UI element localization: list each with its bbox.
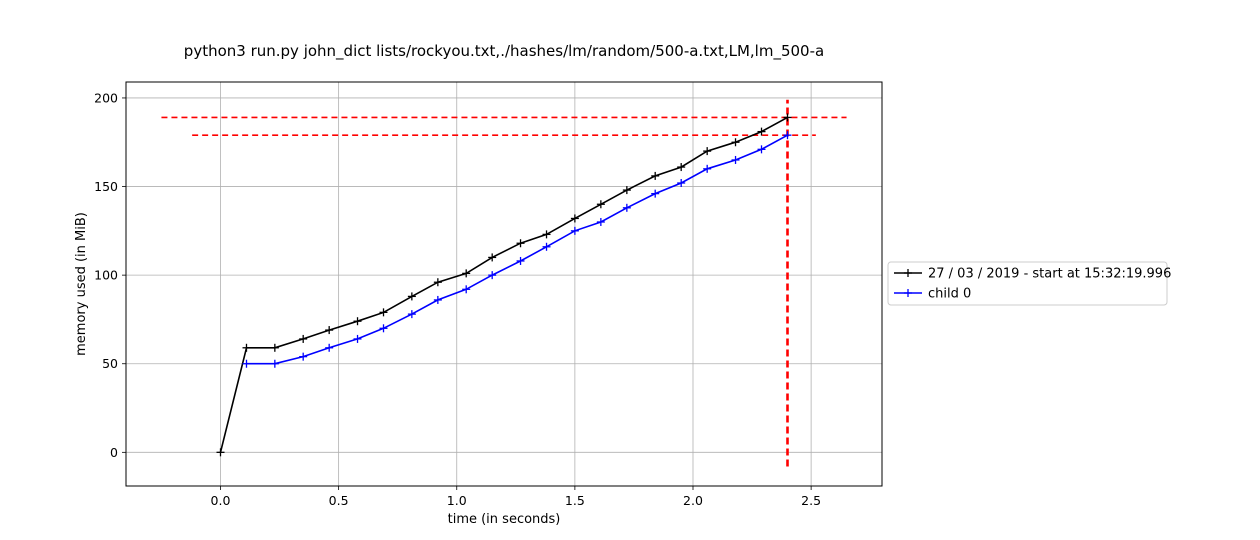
data-point: [651, 189, 660, 198]
data-point: [353, 317, 362, 326]
reference-lines: [161, 99, 847, 467]
legend-frame: [887, 261, 1168, 306]
x-tick-label: 1.0: [447, 493, 467, 508]
data-point: [731, 155, 740, 164]
legend: 27 / 03 / 2019 - start at 15:32:19.996 ch…: [887, 261, 1171, 306]
data-point: [542, 242, 551, 251]
data-point: [757, 145, 766, 154]
data-point: [299, 352, 308, 361]
y-tick-label: 0: [110, 445, 118, 460]
data-point: [379, 324, 388, 333]
data-point: [570, 226, 579, 235]
y-tick-label: 100: [94, 268, 118, 283]
data-point: [270, 343, 279, 352]
grid: [126, 82, 882, 486]
data-point: [407, 292, 416, 301]
series-line-0: [219, 116, 788, 453]
data-point: [703, 164, 712, 173]
data-point: [488, 271, 497, 280]
x-tick-label: 0.0: [211, 493, 231, 508]
x-tick-label: 0.5: [329, 493, 349, 508]
data-point: [299, 334, 308, 343]
legend-label: 27 / 03 / 2019 - start at 15:32:19.996: [928, 267, 1171, 282]
data-point: [242, 343, 251, 352]
x-tick-label: 2.0: [683, 493, 703, 508]
data-point: [407, 310, 416, 319]
data-point: [570, 214, 579, 223]
data-point: [433, 295, 442, 304]
data-point: [325, 343, 334, 352]
data-point: [462, 285, 471, 294]
data-point: [596, 200, 605, 209]
data-point: [433, 278, 442, 287]
data-point: [516, 256, 525, 265]
x-axis-label: time (in seconds): [448, 512, 561, 527]
data-point: [596, 217, 605, 226]
series-layer: [216, 113, 792, 457]
data-point: [757, 127, 766, 136]
x-tick-label: 2.5: [801, 493, 821, 508]
data-point: [677, 179, 686, 187]
data-point: [622, 203, 631, 212]
data-point: [783, 131, 792, 140]
axis-ticks: 0.0 0.5 1.0 1.5 2.0 2.5 0 50 100 150 200: [94, 90, 821, 508]
data-point: [270, 359, 279, 368]
data-point: [379, 308, 388, 317]
data-point: [353, 334, 362, 343]
legend-marker: [904, 289, 912, 297]
data-point: [462, 269, 471, 278]
data-point: [488, 253, 497, 262]
y-tick-label: 50: [102, 356, 118, 371]
data-point: [703, 147, 712, 156]
data-point: [731, 138, 740, 147]
data-point: [622, 186, 631, 195]
y-tick-label: 150: [94, 179, 118, 194]
data-point: [651, 171, 660, 180]
data-point: [542, 230, 551, 239]
y-tick-label: 200: [94, 90, 118, 105]
data-point: [216, 448, 225, 457]
data-point: [516, 239, 525, 248]
legend-marker: [904, 269, 912, 277]
data-point: [242, 359, 251, 368]
legend-label: child 0: [928, 287, 971, 302]
y-axis-label: memory used (in MiB): [74, 212, 89, 356]
chart-title: python3 run.py john_dict lists/rockyou.t…: [184, 42, 824, 61]
data-point: [325, 326, 334, 335]
x-tick-label: 1.5: [565, 493, 585, 508]
data-point: [783, 113, 792, 122]
plot-frame: [125, 81, 883, 487]
data-point: [677, 163, 686, 172]
